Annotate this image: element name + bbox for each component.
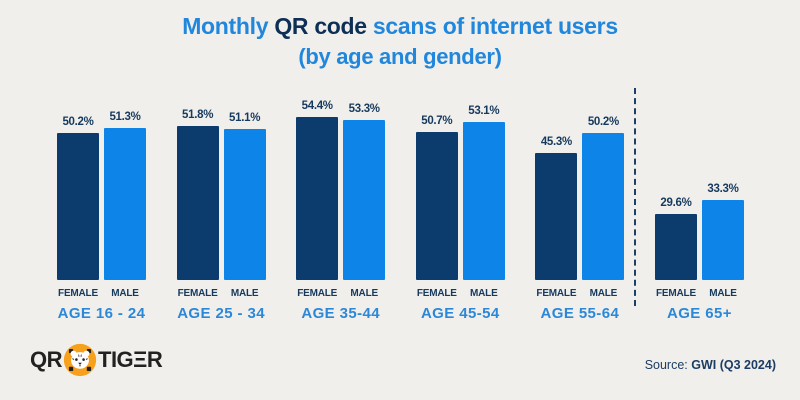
gender-label: MALE xyxy=(470,288,498,299)
bar-chart: 50.2% 51.3% FEMALE MALE AGE 16 - 24 51.8% 51.1… xyxy=(57,90,744,322)
source-prefix: Source: xyxy=(644,358,692,372)
bar-value-label: 53.3% xyxy=(348,103,380,115)
gender-label-row: FEMALE MALE xyxy=(177,288,266,299)
age-group-label: AGE 65+ xyxy=(667,305,732,322)
bar-value-label: 50.2% xyxy=(62,116,94,128)
male-bar xyxy=(223,129,266,280)
bars-row: 51.8% 51.1% xyxy=(176,90,266,280)
gender-label: FEMALE xyxy=(536,288,577,299)
bar-value-label: 50.7% xyxy=(421,115,453,127)
age-65-divider-line xyxy=(634,88,636,306)
female-bar xyxy=(296,117,339,280)
source-note: Source: GWI (Q3 2024) xyxy=(645,358,776,372)
female-bar xyxy=(654,214,697,280)
bar-column: 51.8% xyxy=(176,109,219,280)
chart-title: Monthly QR code scans of internet users xyxy=(0,12,800,41)
bars-row: 29.6% 33.3% xyxy=(654,90,744,280)
logo-text-qr: QR xyxy=(30,347,63,372)
gender-label: MALE xyxy=(709,288,737,299)
bar-value-label: 53.1% xyxy=(468,105,500,117)
bar-column: 50.2% xyxy=(582,116,625,280)
tiger-qr-logo-icon xyxy=(63,343,97,377)
female-bar xyxy=(176,126,219,280)
bars-row: 50.7% 53.1% xyxy=(415,90,505,280)
male-bar xyxy=(462,122,505,280)
bar-column: 33.3% xyxy=(701,183,744,280)
chart-subtitle: (by age and gender) xyxy=(298,43,502,69)
gender-label: MALE xyxy=(111,288,139,299)
age-group-2: 51.8% 51.1% FEMALE MALE AGE 25 - 34 xyxy=(176,90,266,322)
gender-label: FEMALE xyxy=(177,288,218,299)
bar-value-label: 33.3% xyxy=(707,183,739,195)
gender-label: MALE xyxy=(350,288,378,299)
gender-label: MALE xyxy=(230,288,259,299)
female-bar xyxy=(57,133,99,280)
bar-value-label: 45.3% xyxy=(540,136,572,148)
source-value: GWI (Q3 2024) xyxy=(691,358,776,372)
age-group-1: 50.2% 51.3% FEMALE MALE AGE 16 - 24 xyxy=(57,90,146,322)
bar-column: 51.1% xyxy=(223,112,266,280)
female-bar xyxy=(535,153,578,280)
bar-column: 53.3% xyxy=(343,103,386,280)
gender-label-row: FEMALE MALE xyxy=(416,288,505,299)
bar-column: 51.3% xyxy=(104,111,146,280)
gender-label-row: FEMALE MALE xyxy=(655,288,744,299)
bar-column: 29.6% xyxy=(654,197,697,280)
age-group-4: 50.7% 53.1% FEMALE MALE AGE 45-54 xyxy=(415,90,505,322)
age-group-5: 45.3% 50.2% FEMALE MALE AGE 55-64 xyxy=(535,90,625,322)
age-group-label: AGE 35-44 xyxy=(301,305,380,322)
bar-value-label: 29.6% xyxy=(660,197,692,209)
bar-value-label: 50.2% xyxy=(587,116,619,128)
bar-value-label: 51.1% xyxy=(229,112,261,124)
age-group-label: AGE 55-64 xyxy=(540,305,620,322)
bar-value-label: 54.4% xyxy=(301,100,333,112)
bar-column: 53.1% xyxy=(462,105,505,280)
age-group-label: AGE 16 - 24 xyxy=(57,305,146,322)
logo-text-tiger: TIGΞR xyxy=(98,347,163,372)
bar-column: 54.4% xyxy=(296,100,339,280)
bar-column: 50.7% xyxy=(415,115,458,280)
male-bar xyxy=(343,120,386,280)
female-bar xyxy=(415,132,458,280)
gender-label: FEMALE xyxy=(58,288,98,299)
bar-value-label: 51.3% xyxy=(109,111,141,123)
age-group-6: 29.6% 33.3% FEMALE MALE AGE 65+ xyxy=(654,90,744,322)
title-segment: Monthly xyxy=(182,13,275,39)
bars-row: 50.2% 51.3% xyxy=(57,90,146,280)
gender-label-row: FEMALE MALE xyxy=(296,288,385,299)
bar-value-label: 51.8% xyxy=(182,109,214,121)
qr-tiger-logo: QR TIGΞR xyxy=(30,343,163,377)
bars-row: 45.3% 50.2% xyxy=(535,90,625,280)
title-block: Monthly QR code scans of internet users … xyxy=(0,12,800,70)
age-group-3: 54.4% 53.3% FEMALE MALE AGE 35-44 xyxy=(296,90,386,322)
bar-column: 50.2% xyxy=(57,116,99,280)
title-segment: scans of internet users xyxy=(366,13,618,39)
gender-label: MALE xyxy=(589,288,618,299)
age-group-label: AGE 25 - 34 xyxy=(177,305,265,322)
bars-row: 54.4% 53.3% xyxy=(296,90,386,280)
title-segment: QR code xyxy=(274,13,367,39)
age-group-label: AGE 45-54 xyxy=(420,305,500,322)
gender-label-row: FEMALE MALE xyxy=(535,288,624,299)
gender-label: FEMALE xyxy=(297,288,338,299)
male-bar xyxy=(582,133,625,280)
gender-label: FEMALE xyxy=(656,288,696,299)
male-bar xyxy=(104,128,146,280)
gender-label: FEMALE xyxy=(416,288,457,299)
bar-column: 45.3% xyxy=(535,136,578,280)
male-bar xyxy=(701,200,744,280)
gender-label-row: FEMALE MALE xyxy=(57,288,146,299)
